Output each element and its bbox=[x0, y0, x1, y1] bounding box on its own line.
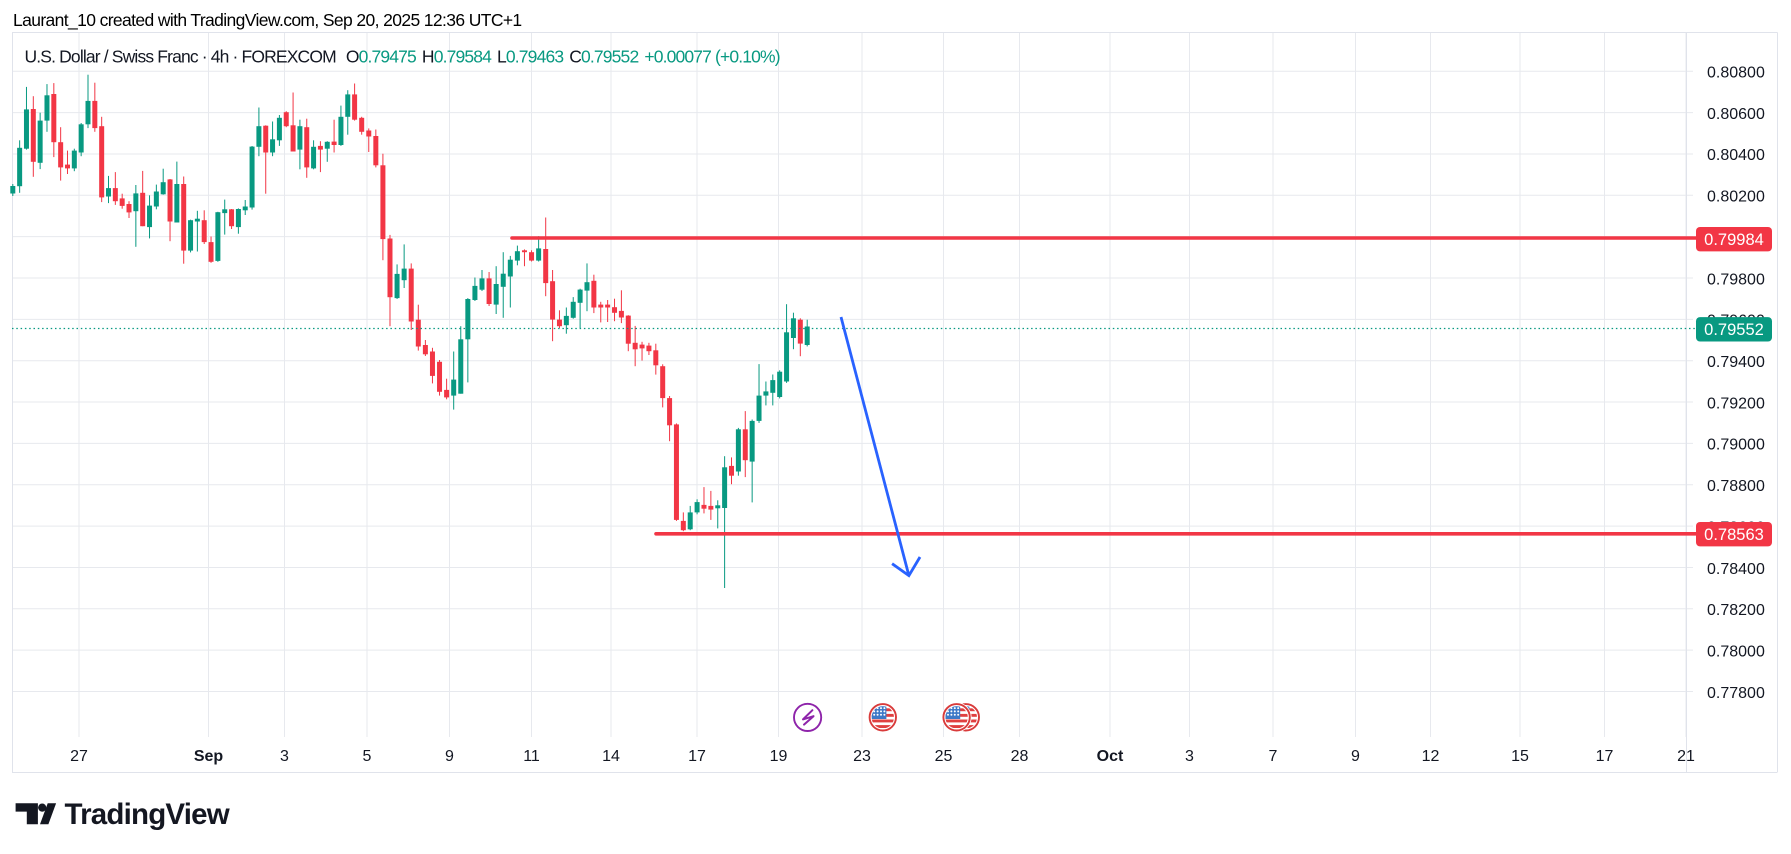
svg-text:15: 15 bbox=[1511, 748, 1529, 765]
svg-text:0.80600: 0.80600 bbox=[1707, 106, 1765, 123]
svg-text:25: 25 bbox=[935, 748, 953, 765]
svg-text:0.78200: 0.78200 bbox=[1707, 602, 1765, 619]
svg-text:9: 9 bbox=[445, 748, 454, 765]
svg-text:3: 3 bbox=[280, 748, 289, 765]
svg-text:0.80400: 0.80400 bbox=[1707, 147, 1765, 164]
svg-text:0.79552: 0.79552 bbox=[1704, 321, 1764, 339]
svg-text:0.79800: 0.79800 bbox=[1707, 271, 1765, 288]
svg-text:27: 27 bbox=[70, 748, 88, 765]
svg-text:0.80800: 0.80800 bbox=[1707, 65, 1765, 82]
svg-text:0.79200: 0.79200 bbox=[1707, 395, 1765, 412]
svg-text:9: 9 bbox=[1351, 748, 1360, 765]
svg-text:0.78000: 0.78000 bbox=[1707, 644, 1765, 661]
svg-text:0.79984: 0.79984 bbox=[1704, 231, 1764, 249]
svg-text:Oct: Oct bbox=[1097, 748, 1124, 765]
svg-text:0.79000: 0.79000 bbox=[1707, 437, 1765, 454]
svg-text:5: 5 bbox=[363, 748, 372, 765]
svg-text:0.78563: 0.78563 bbox=[1704, 526, 1764, 544]
svg-text:3: 3 bbox=[1185, 748, 1194, 765]
svg-text:U.S. Dollar / Swiss Franc · 4h: U.S. Dollar / Swiss Franc · 4h · FOREXCO… bbox=[25, 47, 780, 67]
svg-text:Laurant_10 created with Tradin: Laurant_10 created with TradingView.com,… bbox=[13, 10, 522, 31]
svg-text:7: 7 bbox=[1269, 748, 1278, 765]
svg-text:Sep: Sep bbox=[194, 748, 224, 765]
svg-text:0.80200: 0.80200 bbox=[1707, 189, 1765, 206]
svg-text:0.78400: 0.78400 bbox=[1707, 561, 1765, 578]
svg-text:11: 11 bbox=[523, 748, 540, 765]
svg-text:19: 19 bbox=[770, 748, 788, 765]
svg-text:12: 12 bbox=[1422, 748, 1440, 765]
svg-text:17: 17 bbox=[1596, 748, 1614, 765]
svg-text:14: 14 bbox=[602, 748, 620, 765]
svg-text:17: 17 bbox=[688, 748, 706, 765]
svg-text:0.78800: 0.78800 bbox=[1707, 478, 1765, 495]
svg-text:TradingView: TradingView bbox=[65, 798, 230, 831]
svg-text:28: 28 bbox=[1011, 748, 1029, 765]
svg-text:21: 21 bbox=[1677, 748, 1695, 765]
svg-text:23: 23 bbox=[853, 748, 871, 765]
svg-text:0.77800: 0.77800 bbox=[1707, 685, 1765, 702]
svg-text:0.79400: 0.79400 bbox=[1707, 354, 1765, 371]
